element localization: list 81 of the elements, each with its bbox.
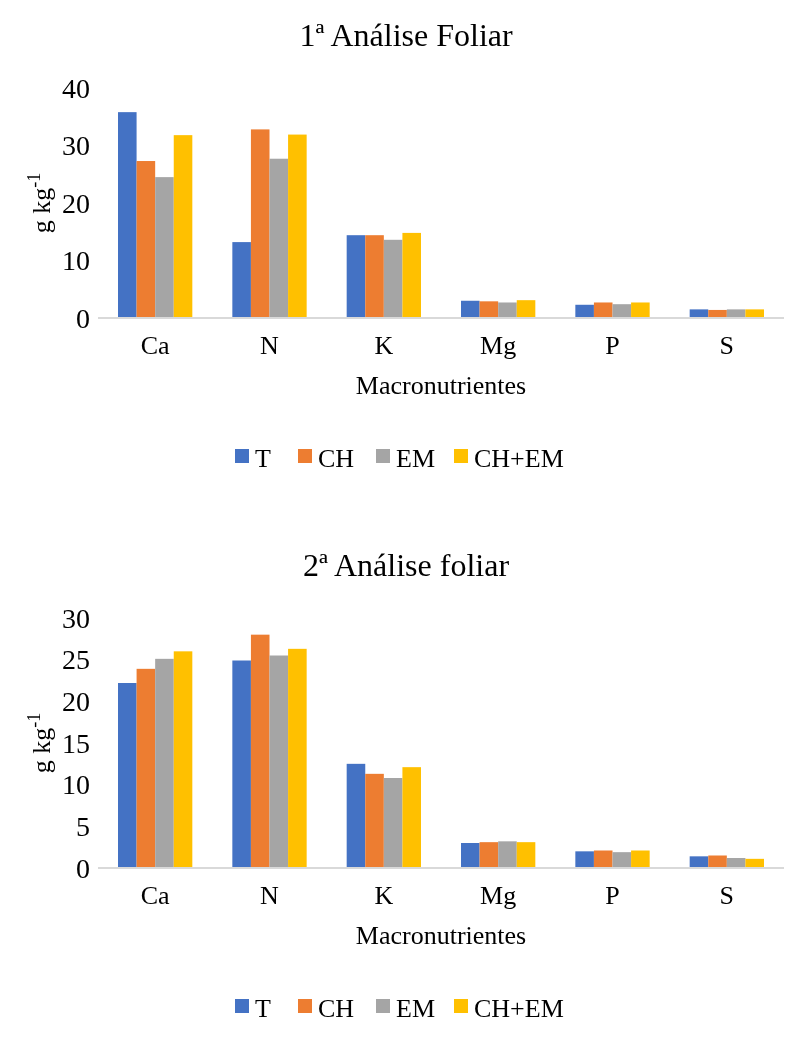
legend-label: T (255, 994, 271, 1024)
bar (155, 177, 174, 318)
x-tick-label: Mg (480, 881, 517, 910)
bar (593, 850, 613, 868)
bar (575, 304, 594, 318)
bar (745, 309, 764, 318)
x-axis-title: Macronutrientes (355, 371, 527, 400)
bar (461, 300, 480, 318)
x-tick-label: Mg (480, 331, 517, 360)
y-tick-label: 10 (62, 769, 90, 801)
bar (250, 634, 270, 868)
bar (383, 778, 403, 868)
bar (498, 302, 517, 318)
bar (631, 850, 650, 868)
x-tick-label: K (374, 881, 394, 910)
bar (232, 242, 251, 318)
x-tick-label: K (374, 331, 394, 360)
bar (516, 300, 536, 318)
chart-title: 2ª Análise foliar (302, 547, 510, 583)
bar (516, 842, 536, 868)
bar (118, 683, 137, 868)
x-tick-label: S (719, 881, 735, 910)
bar (612, 304, 632, 318)
chart-title: 1ª Análise Foliar (299, 17, 513, 53)
x-tick-label: Ca (140, 331, 171, 360)
bar (250, 129, 270, 318)
bar (269, 655, 289, 868)
x-axis-title: Macronutrientes (355, 921, 527, 950)
bar (612, 852, 632, 868)
bar (346, 235, 366, 318)
x-tick-label: N (260, 331, 280, 360)
legend-label: CH (318, 444, 355, 474)
y-tick-label: 0 (76, 302, 90, 334)
legend-label: T (255, 444, 271, 474)
bar (232, 660, 251, 868)
legend-label: CH+EM (474, 994, 564, 1024)
bar (136, 668, 156, 868)
y-tick-label: 20 (62, 187, 90, 219)
bar (689, 856, 709, 868)
bar (173, 135, 193, 318)
bar (402, 767, 421, 868)
bar (365, 773, 384, 868)
bar (269, 158, 289, 318)
bar (631, 302, 650, 318)
y-tick-label: 5 (76, 811, 90, 843)
x-tick-label: P (605, 881, 620, 910)
bar (383, 239, 403, 318)
y-tick-label: 0 (76, 852, 90, 884)
y-tick-label: 10 (62, 245, 90, 277)
y-tick-label: 25 (62, 644, 90, 676)
bar (689, 309, 709, 318)
legend-label: EM (396, 444, 435, 474)
bar (593, 302, 613, 318)
bar (479, 301, 499, 318)
bar (118, 112, 137, 318)
bar (498, 841, 517, 868)
x-tick-label: S (719, 331, 735, 360)
legend-label: CH (318, 994, 355, 1024)
bar (288, 648, 307, 868)
bar (726, 309, 746, 318)
bar (288, 134, 307, 318)
bar (346, 763, 366, 868)
y-tick-label: 15 (62, 727, 90, 759)
x-tick-label: N (260, 881, 280, 910)
bar (173, 651, 193, 868)
y-tick-label: 30 (62, 602, 90, 634)
legend-label: EM (396, 994, 435, 1024)
bar (708, 855, 727, 868)
bar (461, 843, 480, 868)
bar (136, 161, 156, 318)
bar (575, 851, 594, 868)
y-tick-label: 30 (62, 130, 90, 162)
bar (479, 842, 499, 868)
y-tick-label: 40 (62, 72, 90, 104)
x-tick-label: Ca (140, 881, 171, 910)
y-tick-label: 20 (62, 686, 90, 718)
bar (155, 658, 174, 868)
x-tick-label: P (605, 331, 620, 360)
bar (365, 235, 384, 318)
bar (402, 232, 421, 318)
legend-label: CH+EM (474, 444, 564, 474)
